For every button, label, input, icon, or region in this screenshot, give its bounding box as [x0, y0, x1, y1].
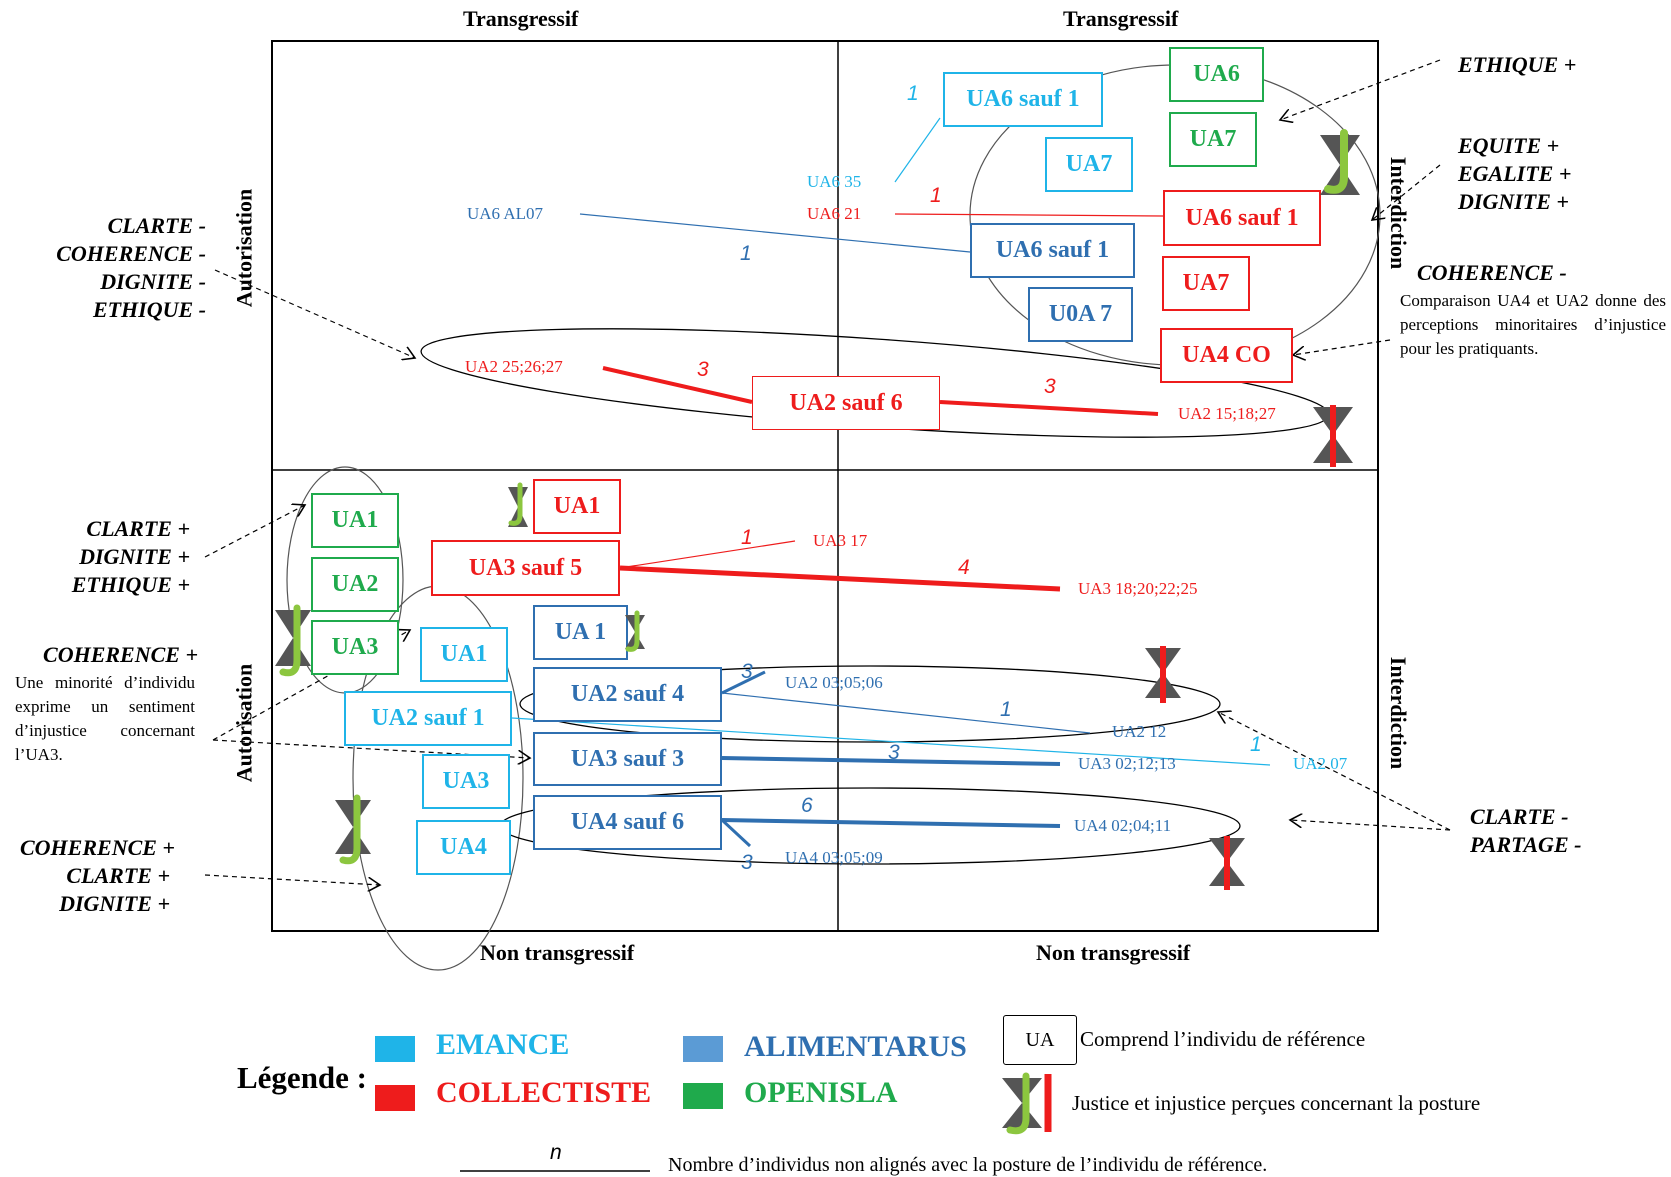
- count-co-ua2-left: 3: [697, 358, 709, 381]
- label-ua3-17: UA3 17: [813, 531, 868, 550]
- legend-swatch-openisla: [683, 1083, 723, 1109]
- count-al-ua3: 3: [888, 741, 900, 764]
- axis-right-top: Interdiction: [1386, 156, 1412, 270]
- ellipse-ua2-alimentarus: [519, 665, 1221, 743]
- box-alimentarus-ua1: UA 1: [533, 605, 628, 660]
- note-left-3-text: Une minorité d’individu exprime un senti…: [15, 673, 195, 764]
- box-openisla-ua3: UA3: [311, 620, 399, 675]
- label-ua4-020411: UA4 02;04;11: [1074, 816, 1172, 835]
- box-openisla-ua7: UA7: [1169, 112, 1257, 167]
- label-ua2-030506: UA2 03;05;06: [785, 673, 883, 692]
- label-ua2-07: UA2 07: [1293, 754, 1348, 773]
- legend-justice-desc: Justice et injustice perçues concernant …: [1072, 1091, 1481, 1115]
- label-ua2-252627: UA2 25;26;27: [465, 357, 563, 376]
- axis-left-top: Autorisation: [231, 188, 257, 308]
- legend-ua-desc: Comprend l’individu de référence: [1080, 1027, 1366, 1051]
- count-al-ua4-main: 6: [801, 794, 813, 817]
- count-al-ua6: 1: [740, 242, 752, 265]
- label-ua2-12: UA2 12: [1112, 722, 1167, 741]
- label-ua3-021213: UA3 02;12;13: [1078, 754, 1176, 773]
- legend-collectiste: COLLECTISTE: [436, 1076, 652, 1109]
- count-em-ua6: 1: [907, 82, 919, 105]
- legend-n-desc: Nombre d’individus non alignés avec la p…: [668, 1154, 1268, 1176]
- label-ua2-151827: UA2 15;18;27: [1178, 404, 1276, 423]
- box-emance-ua1: UA1: [420, 627, 508, 682]
- axis-bottom-left: Non transgressif: [480, 940, 635, 965]
- axis-left-bottom: Autorisation: [231, 663, 257, 783]
- label-ua4-030509: UA4 03;05;09: [785, 848, 883, 867]
- box-openisla-ua1: UA1: [311, 493, 399, 548]
- count-co-ua6: 1: [930, 184, 942, 207]
- label-ua3-18202225: UA3 18;20;22;25: [1078, 579, 1198, 598]
- count-co-ua2-right: 3: [1044, 375, 1056, 398]
- box-openisla-ua6: UA6: [1169, 47, 1264, 102]
- box-emance-ua2-sauf1: UA2 sauf 1: [344, 691, 512, 746]
- box-alimentarus-ua6-sauf1: UA6 sauf 1: [970, 223, 1135, 278]
- note-right-1: ETHIQUE +: [1458, 52, 1577, 77]
- box-alimentarus-ua3-sauf3: UA3 sauf 3: [533, 732, 722, 786]
- box-collectiste-ua6-sauf1: UA6 sauf 1: [1163, 190, 1321, 246]
- axis-bottom-right: Non transgressif: [1036, 940, 1191, 965]
- box-emance-ua4: UA4: [416, 820, 511, 875]
- legend-openisla: OPENISLA: [744, 1076, 898, 1109]
- box-collectiste-ua4-co: UA4 CO: [1160, 328, 1293, 383]
- box-emance-ua7: UA7: [1045, 137, 1133, 192]
- legend-n-symbol: n: [550, 1141, 562, 1164]
- box-emance-ua6-sauf1: UA6 sauf 1: [943, 72, 1103, 127]
- legend-ua-box: UA: [1003, 1015, 1077, 1065]
- note-right-4: CLARTE - PARTAGE -: [1470, 804, 1582, 857]
- legend-swatch-alimentarus: [683, 1036, 723, 1062]
- count-al-ua4-030509: 3: [741, 851, 753, 874]
- box-collectiste-ua2-sauf6: UA2 sauf 6: [752, 376, 940, 430]
- box-collectiste-ua1: UA1: [533, 479, 621, 534]
- legend-title: Légende :: [237, 1060, 368, 1095]
- legend-alimentarus: ALIMENTARUS: [744, 1030, 967, 1063]
- legend-swatch-emance: [375, 1036, 415, 1062]
- note-left-4: COHERENCE + CLARTE + DIGNITE +: [20, 835, 175, 916]
- label-ua6-al07: UA6 AL07: [467, 204, 544, 223]
- label-ua6-21: UA6 21: [807, 204, 862, 223]
- legend-swatch-collectiste: [375, 1085, 415, 1111]
- note-left-2: CLARTE + DIGNITE + ETHIQUE +: [71, 516, 190, 597]
- box-collectiste-ua3-sauf5: UA3 sauf 5: [431, 540, 620, 596]
- note-left-1: CLARTE - COHERENCE - DIGNITE - ETHIQUE -: [56, 213, 206, 322]
- note-right-3-title: COHERENCE -: [1417, 260, 1567, 285]
- box-alimentarus-ua2-sauf4: UA2 sauf 4: [533, 667, 722, 722]
- box-emance-ua3: UA3: [422, 754, 510, 809]
- count-al-ua2-030506: 3: [741, 660, 753, 683]
- count-em-ua2-07: 1: [1250, 733, 1262, 756]
- count-co-ua3-main: 4: [958, 556, 970, 579]
- label-ua6-35: UA6 35: [807, 172, 862, 191]
- axis-top-right: Transgressif: [1063, 6, 1179, 31]
- box-collectiste-ua7: UA7: [1162, 256, 1250, 311]
- count-al-ua2-12: 1: [1000, 698, 1012, 721]
- legend-emance: EMANCE: [436, 1028, 570, 1061]
- box-alimentarus-ua4-sauf6: UA4 sauf 6: [533, 795, 722, 850]
- box-openisla-ua2: UA2: [311, 557, 399, 612]
- box-alimentarus-u0a7: U0A 7: [1028, 287, 1133, 342]
- note-left-3-title: COHERENCE +: [43, 642, 198, 667]
- axis-top-left: Transgressif: [463, 6, 579, 31]
- frame: [271, 40, 1379, 932]
- count-co-ua3-17: 1: [741, 526, 753, 549]
- axis-right-bottom: Interdiction: [1386, 656, 1412, 770]
- note-right-3-text: Comparaison UA4 et UA2 donne des percept…: [1400, 291, 1666, 358]
- note-right-2: EQUITE + EGALITE + DIGNITE +: [1458, 133, 1572, 214]
